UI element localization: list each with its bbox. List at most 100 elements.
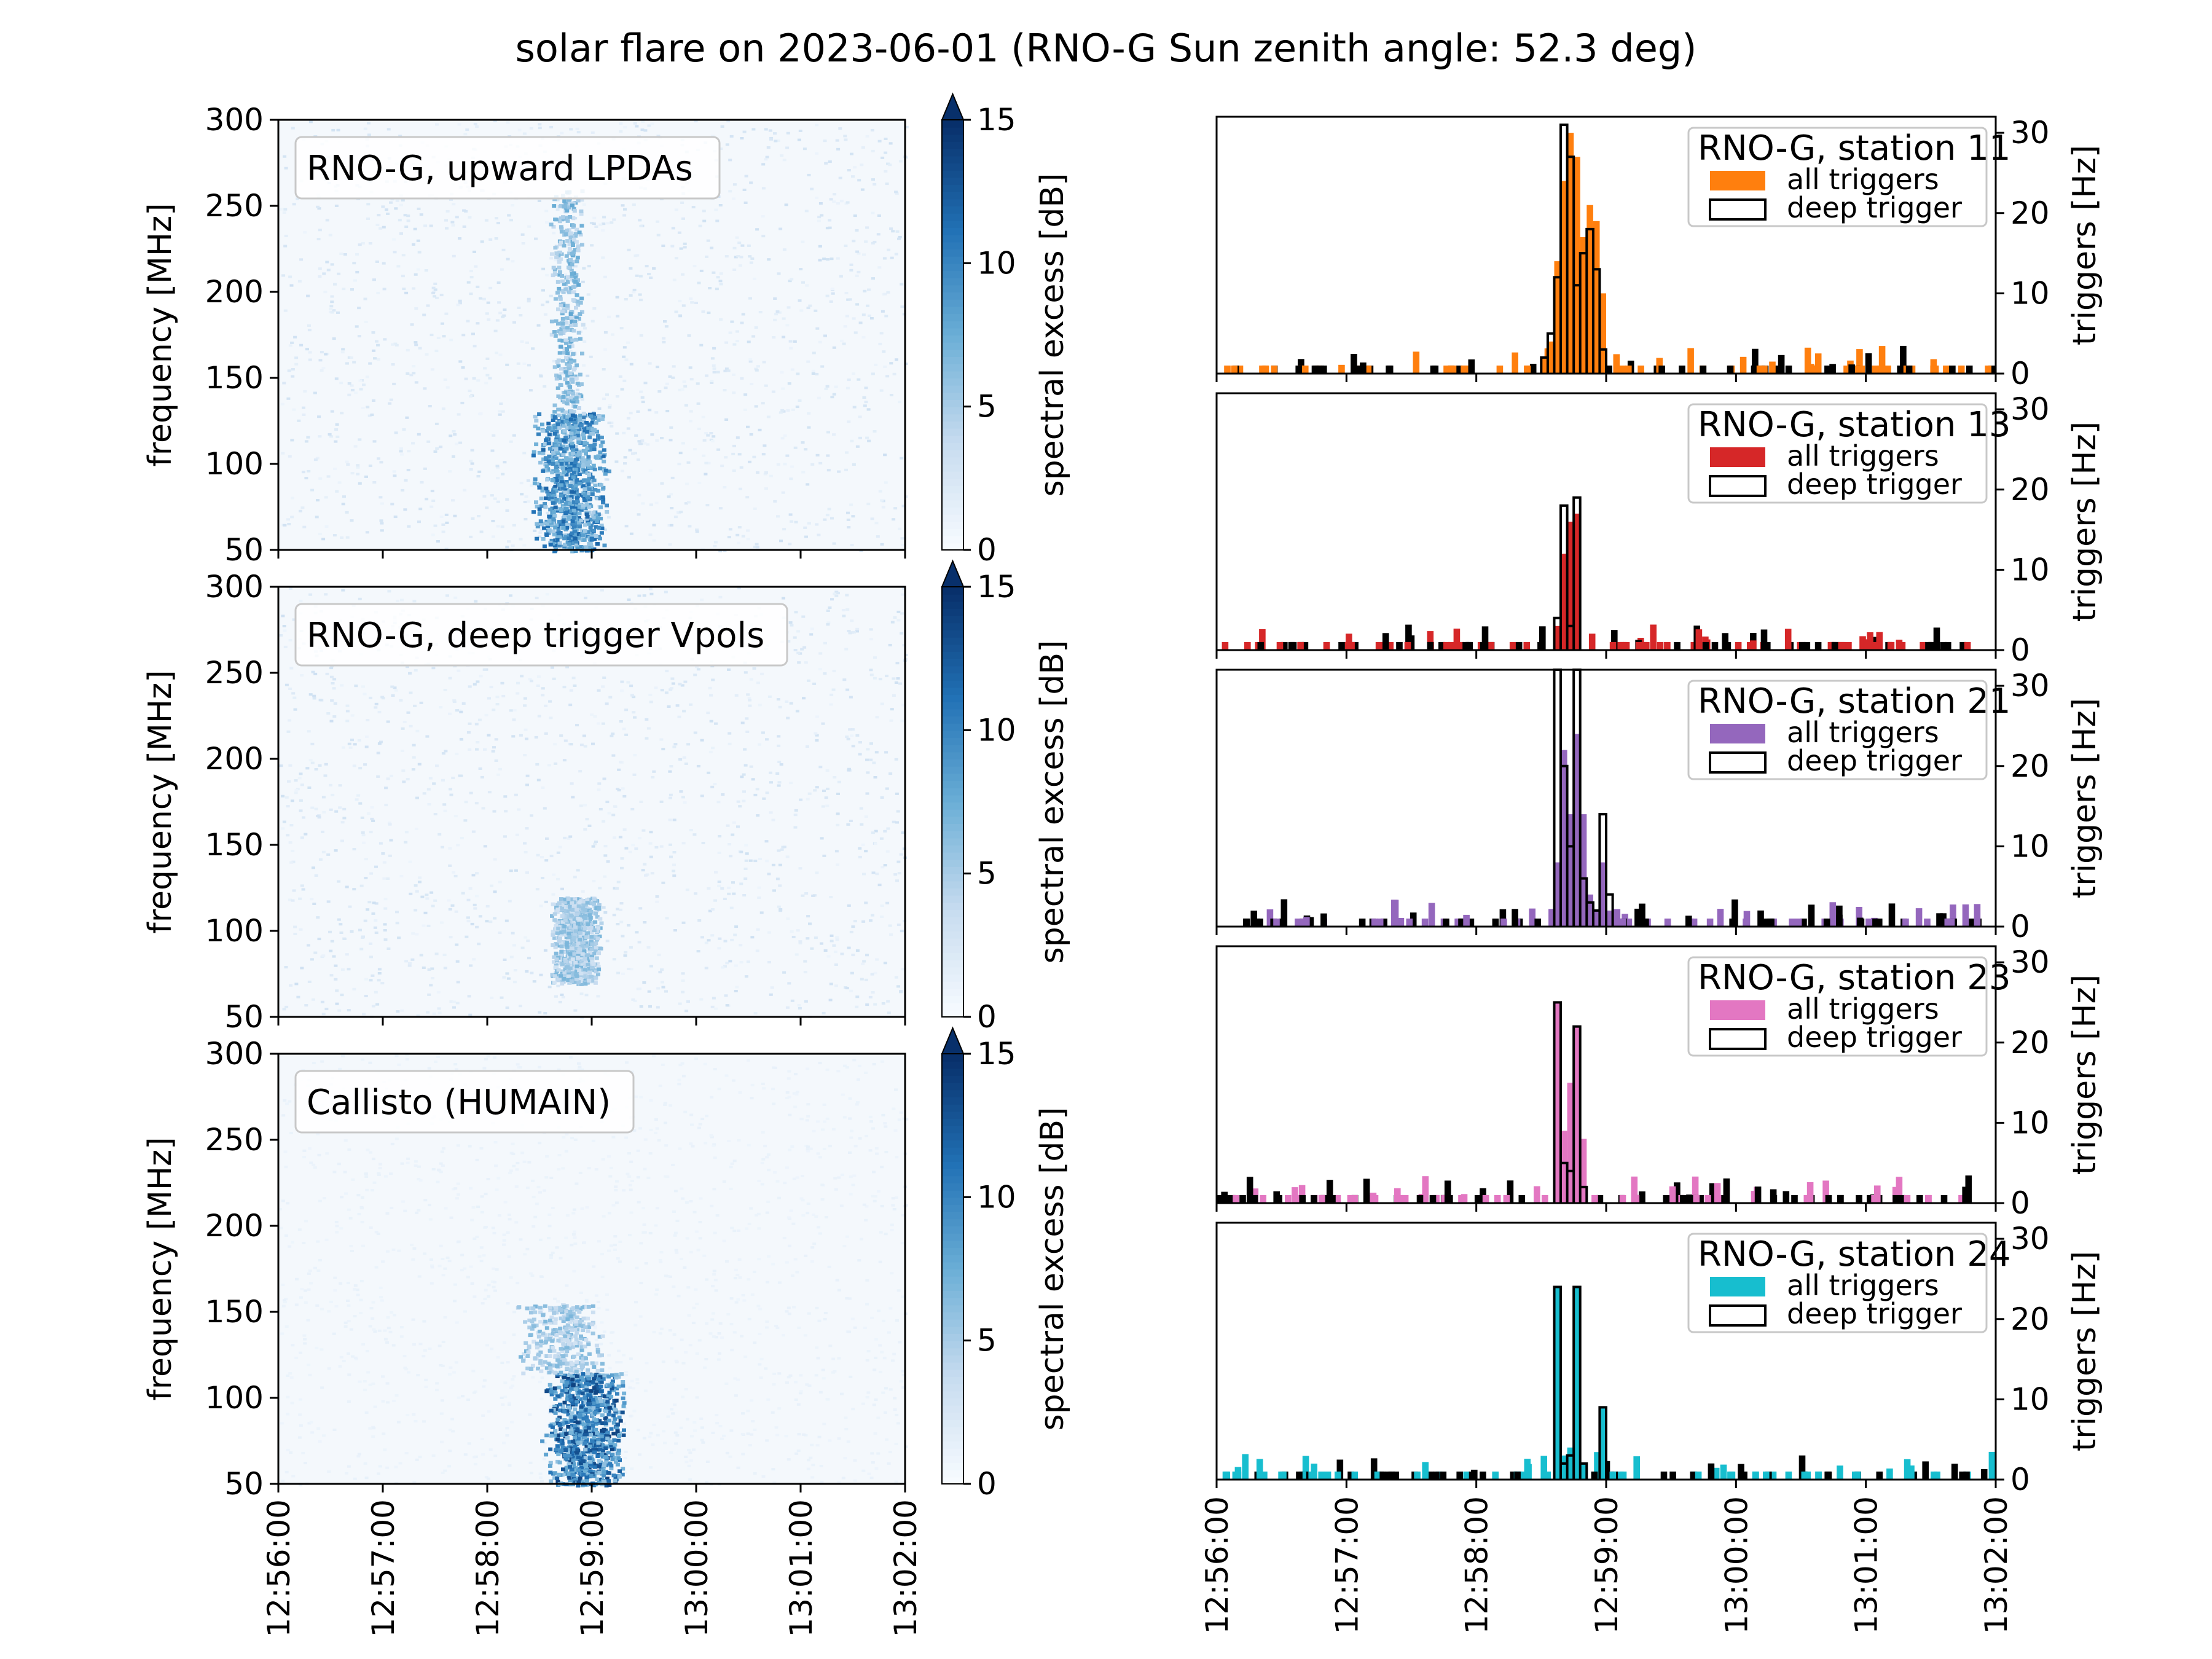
burst-pixel: [562, 329, 567, 333]
noise-speck: [853, 214, 857, 218]
noise-speck: [563, 372, 567, 375]
noise-speck: [299, 809, 303, 812]
noise-speck: [881, 1002, 885, 1005]
noise-speck: [712, 367, 716, 370]
noise-speck: [860, 978, 864, 981]
noise-speck: [602, 216, 606, 219]
noise-speck: [735, 436, 740, 439]
y-axis-label: frequency [MHz]: [142, 203, 179, 466]
noise-speck: [826, 623, 830, 626]
burst-pixel: [586, 519, 590, 524]
noise-speck: [893, 507, 898, 510]
noise-speck: [382, 861, 386, 864]
burst-pixel: [585, 429, 590, 434]
noise-speck: [378, 227, 383, 230]
noise-speck: [828, 226, 832, 229]
noise-speck: [291, 899, 295, 902]
noise-speck: [585, 818, 589, 821]
colorbar-step: [942, 414, 963, 422]
noise-speck: [785, 324, 790, 327]
noise-speck: [283, 645, 288, 648]
noise-speck: [435, 764, 439, 767]
noise-speck: [761, 187, 766, 190]
burst-pixel: [571, 478, 576, 482]
noise-speck: [306, 294, 310, 297]
noise-speck: [380, 982, 385, 985]
noise-speck: [527, 225, 531, 228]
noise-speck: [747, 340, 751, 343]
burst-pixel: [554, 469, 559, 473]
panel-label-box: [294, 136, 721, 200]
noise-speck: [592, 216, 597, 219]
noise-speck: [844, 245, 848, 248]
burst-pixel: [594, 455, 598, 459]
noise-speck: [594, 226, 598, 228]
noise-speck: [589, 355, 593, 358]
noise-speck: [861, 146, 865, 149]
burst-pixel: [543, 462, 548, 466]
burst-pixel: [587, 497, 592, 501]
noise-speck: [735, 236, 739, 239]
noise-speck: [345, 511, 349, 514]
noise-speck: [814, 309, 818, 312]
noise-speck: [498, 413, 502, 416]
burst-pixel: [568, 938, 573, 942]
noise-speck: [312, 694, 316, 697]
noise-speck: [318, 229, 322, 232]
noise-speck: [608, 696, 613, 699]
noise-speck: [461, 892, 465, 895]
burst-pixel: [575, 293, 579, 297]
noise-speck: [680, 202, 684, 204]
noise-speck: [837, 470, 841, 473]
noise-speck: [312, 866, 315, 869]
burst-pixel: [541, 469, 546, 473]
noise-speck: [871, 914, 874, 917]
burst-pixel: [574, 316, 579, 320]
colorbar-tick-label: 5: [977, 389, 997, 425]
noise-speck: [677, 715, 681, 718]
noise-speck: [383, 929, 387, 931]
noise-speck: [696, 668, 700, 671]
noise-speck: [350, 288, 354, 291]
noise-speck: [751, 778, 755, 781]
noise-speck: [490, 494, 494, 497]
noise-speck: [583, 439, 587, 442]
noise-speck: [382, 262, 386, 265]
burst-pixel: [597, 967, 602, 971]
noise-speck: [775, 772, 780, 775]
noise-speck: [900, 283, 904, 286]
noise-speck: [862, 396, 866, 399]
noise-speck: [543, 949, 547, 952]
noise-speck: [417, 251, 422, 254]
burst-pixel: [596, 972, 600, 976]
burst-pixel: [587, 505, 592, 509]
noise-speck: [430, 490, 434, 493]
noise-speck: [788, 513, 793, 516]
burst-pixel: [565, 374, 570, 378]
burst-pixel: [582, 914, 587, 918]
burst-pixel: [562, 282, 567, 286]
noise-speck: [607, 315, 611, 318]
noise-speck: [291, 849, 295, 852]
noise-speck: [358, 379, 363, 382]
burst-pixel: [555, 509, 560, 513]
noise-speck: [387, 590, 391, 593]
noise-speck: [336, 128, 340, 131]
burst-pixel: [581, 491, 586, 495]
burst-pixel: [564, 401, 569, 406]
noise-speck: [865, 436, 869, 439]
burst-pixel: [579, 422, 584, 426]
noise-speck: [895, 792, 899, 795]
burst-pixel: [562, 514, 567, 519]
noise-speck: [766, 146, 771, 149]
burst-pixel: [571, 285, 576, 289]
noise-speck: [509, 219, 513, 222]
burst-pixel: [544, 496, 548, 500]
noise-speck: [697, 281, 701, 284]
noise-speck: [294, 789, 299, 792]
burst-pixel: [534, 442, 539, 447]
noise-speck: [352, 764, 356, 767]
burst-pixel: [570, 549, 575, 554]
burst-pixel: [557, 259, 562, 264]
noise-speck: [308, 351, 312, 354]
